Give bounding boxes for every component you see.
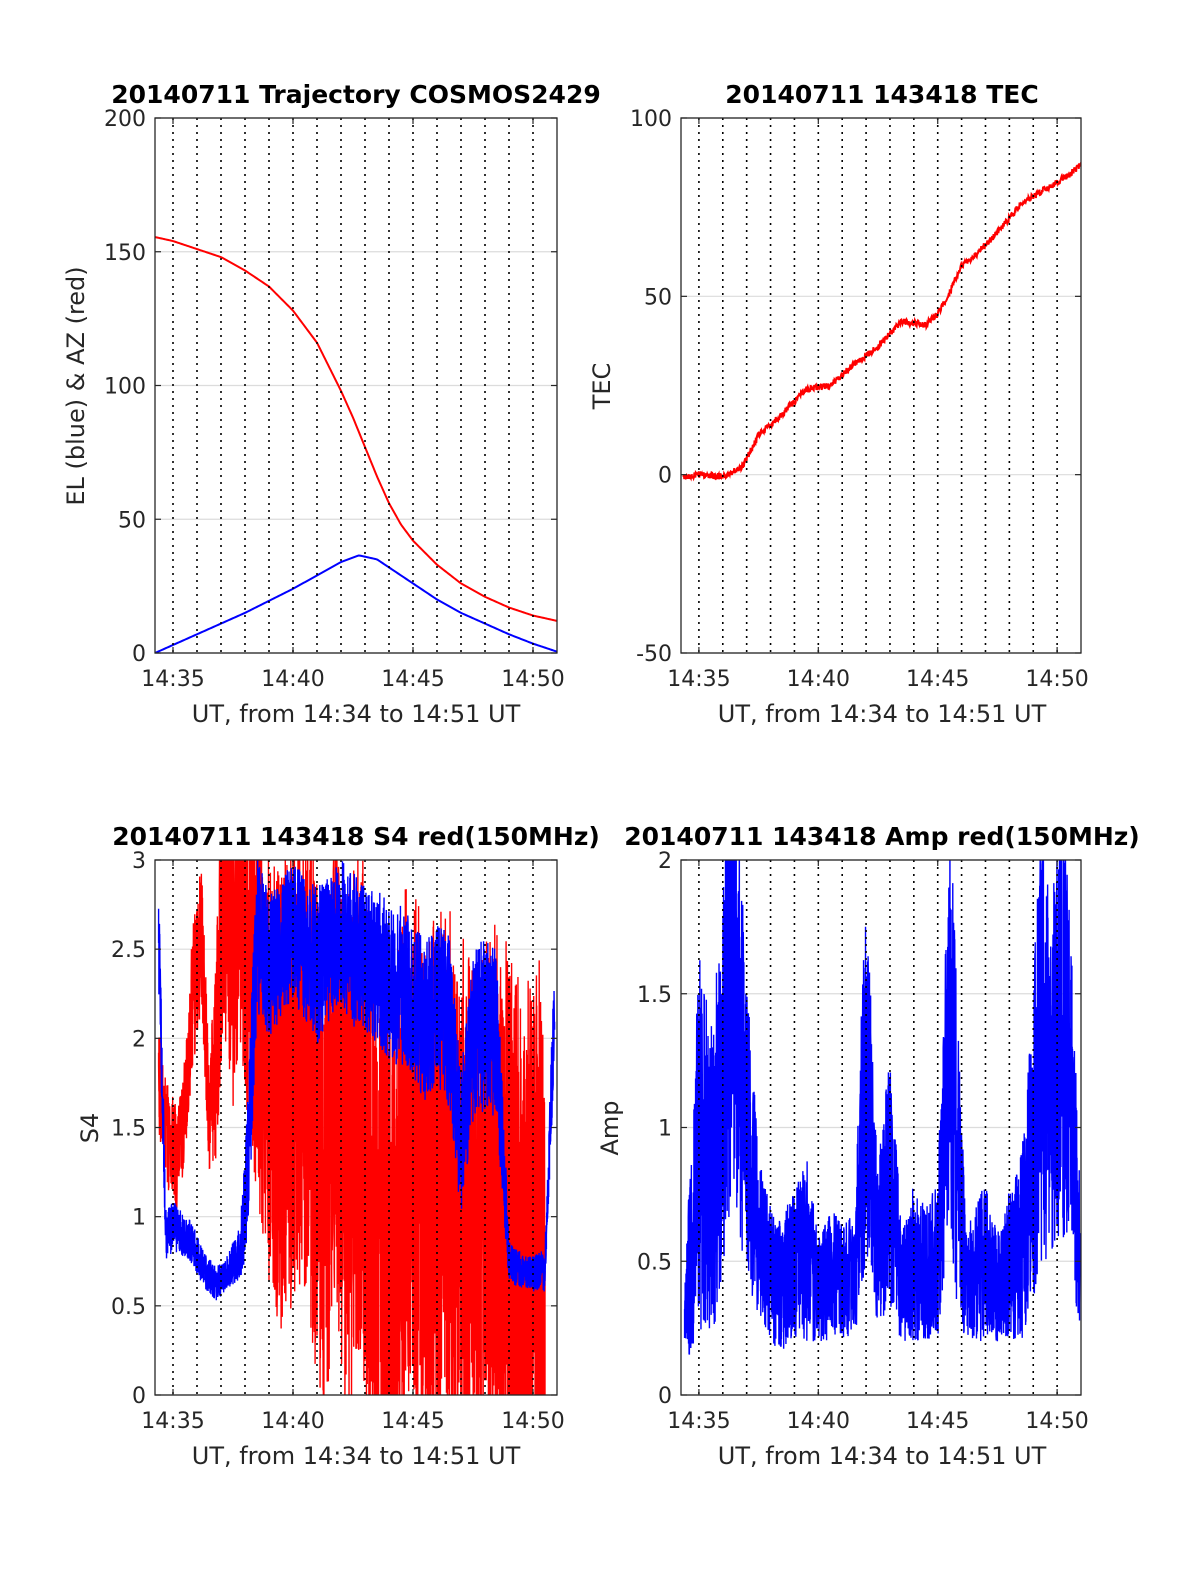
- trajectory-xlabel: UT, from 14:34 to 14:51 UT: [192, 700, 521, 728]
- tec-axes-frame: [680, 117, 1082, 654]
- trajectory-series-red: [155, 236, 557, 622]
- tec-ytick-label: 100: [630, 107, 672, 132]
- s4-ytick-label: 0: [132, 1384, 146, 1409]
- trajectory-xtick-label: 14:50: [501, 667, 564, 692]
- tec-ytick-label: 50: [644, 285, 672, 310]
- amp-xtick-label: 14:40: [787, 1409, 850, 1434]
- s4-xtick-label: 14:40: [261, 1409, 324, 1434]
- s4-ytick-label: 3: [132, 849, 146, 874]
- s4-ytick-label: 0.5: [111, 1295, 146, 1320]
- trajectory-ytick-label: 50: [118, 508, 146, 533]
- amp-ytick-label: 1: [658, 1117, 672, 1142]
- amp-xtick-label: 14:50: [1025, 1409, 1088, 1434]
- trajectory-ytick-label: 100: [104, 375, 146, 400]
- amp-ytick-label: 2: [658, 849, 672, 874]
- tec-xtick-label: 14:35: [667, 667, 730, 692]
- trajectory-xtick-label: 14:40: [261, 667, 324, 692]
- panel-s4: 0 0.5 1 1.5 2 2.5 3 14:35 14:40 14:45 14:50 2014071…: [76, 822, 600, 1470]
- amp-ytick-label: 0: [658, 1384, 672, 1409]
- amp-ytick-label: 0.5: [637, 1250, 672, 1275]
- trajectory-ytick-label: 200: [104, 107, 146, 132]
- tec-ytick-label: -50: [636, 642, 672, 667]
- amp-title: 20140711 143418 Amp red(150MHz): [624, 822, 1140, 851]
- panel-tec: -50 0 50 100 14:35 14:40 14:45 14:50 20140711 14…: [588, 80, 1089, 728]
- amp-ytick-label: 1.5: [637, 983, 672, 1008]
- tec-xtick-label: 14:50: [1025, 667, 1088, 692]
- s4-ytick-label: 2: [132, 1027, 146, 1052]
- s4-xtick-label: 14:45: [381, 1409, 444, 1434]
- amp-xlabel: UT, from 14:34 to 14:51 UT: [718, 1442, 1047, 1470]
- amp-ylabel: Amp: [596, 1100, 624, 1155]
- s4-series-red: [157, 860, 546, 1395]
- panel-trajectory: 0 50 100 150 200 14:35 14:40 14:45 14:50 20140711…: [62, 80, 601, 728]
- s4-xtick-label: 14:35: [141, 1409, 204, 1434]
- trajectory-series-blue: [155, 554, 557, 653]
- tec-xtick-label: 14:45: [906, 667, 969, 692]
- s4-ylabel: S4: [76, 1113, 104, 1144]
- trajectory-ylabel: EL (blue) & AZ (red): [62, 266, 90, 505]
- tec-title: 20140711 143418 TEC: [725, 80, 1038, 109]
- s4-xtick-label: 14:50: [501, 1409, 564, 1434]
- trajectory-xtick-label: 14:35: [141, 667, 204, 692]
- trajectory-xtick-label: 14:45: [381, 667, 444, 692]
- trajectory-ytick-label: 150: [104, 241, 146, 266]
- trajectory-title: 20140711 Trajectory COSMOS2429: [111, 80, 601, 109]
- tec-ylabel: TEC: [588, 363, 616, 411]
- amp-xtick-label: 14:45: [906, 1409, 969, 1434]
- s4-ytick-label: 1: [132, 1206, 146, 1231]
- s4-title: 20140711 143418 S4 red(150MHz): [112, 822, 600, 851]
- tec-xlabel: UT, from 14:34 to 14:51 UT: [718, 700, 1047, 728]
- s4-xlabel: UT, from 14:34 to 14:51 UT: [192, 1442, 521, 1470]
- amp-xtick-label: 14:35: [667, 1409, 730, 1434]
- s4-ytick-label: 1.5: [111, 1117, 146, 1142]
- tec-ytick-label: 0: [658, 464, 672, 489]
- s4-series-blue: [157, 860, 556, 1301]
- panel-amp: 0 0.5 1 1.5 2 14:35 14:40 14:45 14:50 20140711 14…: [596, 822, 1140, 1470]
- s4-ytick-label: 2.5: [111, 938, 146, 963]
- tec-series-red: [682, 162, 1081, 482]
- trajectory-ytick-label: 0: [132, 642, 146, 667]
- tec-xtick-label: 14:40: [787, 667, 850, 692]
- amp-series-blue: [683, 860, 1081, 1355]
